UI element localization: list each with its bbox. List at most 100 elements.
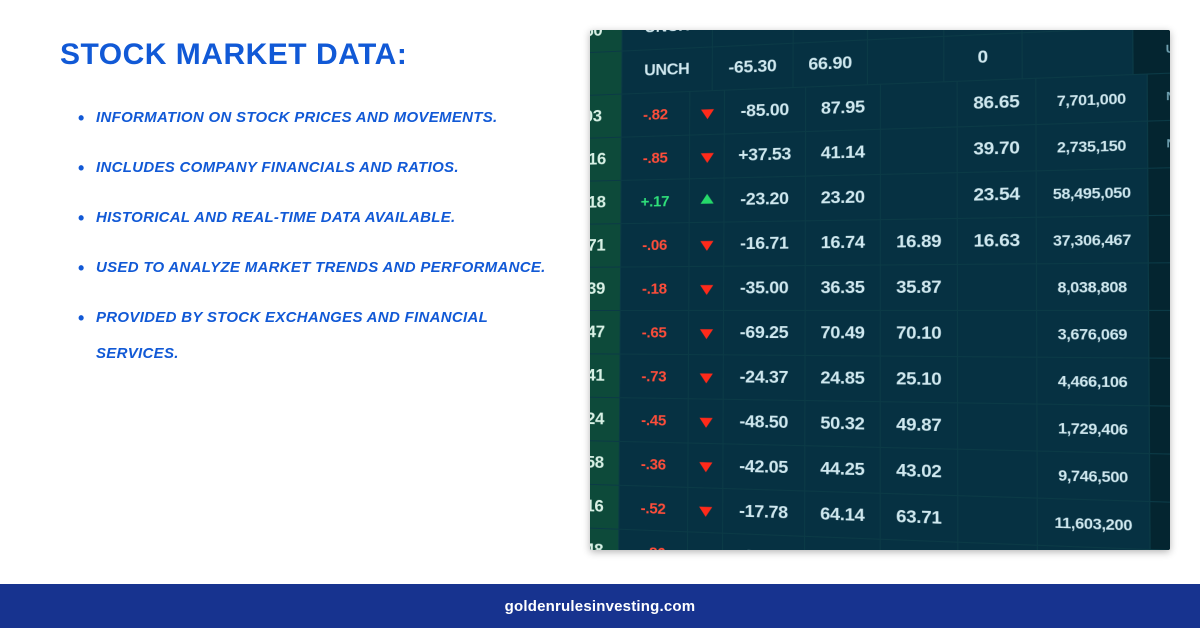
extra: NYSE bbox=[1150, 454, 1170, 505]
price: 49.24 bbox=[590, 397, 620, 441]
v1: 66.90 bbox=[794, 40, 868, 87]
price bbox=[590, 52, 622, 97]
v1: 36.35 bbox=[806, 266, 881, 310]
v1: 41.14 bbox=[806, 130, 881, 176]
bid: -65.30 bbox=[713, 44, 794, 90]
bid: -35.00 bbox=[724, 266, 806, 310]
v3 bbox=[958, 496, 1038, 545]
arrow-down-icon bbox=[690, 91, 725, 135]
vol: 4,466,106 bbox=[1037, 358, 1149, 405]
v1: 23.20 bbox=[806, 175, 881, 220]
arrow-down-icon bbox=[689, 223, 724, 266]
v3: 16.63 bbox=[958, 218, 1037, 264]
bullet-item: HISTORICAL AND REAL-TIME DATA AVAILABLE. bbox=[78, 200, 570, 236]
change: -.52 bbox=[619, 486, 688, 532]
v2 bbox=[881, 127, 958, 173]
bullet-item: INFORMATION ON STOCK PRICES AND MOVEMENT… bbox=[78, 100, 570, 136]
extra bbox=[1149, 214, 1170, 262]
bid: -85.00 bbox=[725, 88, 806, 134]
v1: 24.85 bbox=[805, 356, 880, 401]
v2 bbox=[868, 37, 944, 84]
bid: -23.20 bbox=[724, 177, 806, 222]
arrow-down-icon bbox=[689, 311, 724, 354]
vol: 3,676,069 bbox=[1037, 311, 1149, 358]
bid: -83.07 bbox=[723, 534, 805, 550]
bid: +37.53 bbox=[725, 132, 806, 177]
footer-text: goldenrulesinvesting.com bbox=[505, 598, 696, 615]
price: 6.50 bbox=[590, 30, 623, 54]
extra bbox=[1149, 262, 1170, 309]
footer-bar: goldenrulesinvesting.com bbox=[0, 584, 1200, 628]
bullet-item: PROVIDED BY STOCK EXCHANGES AND FINANCIA… bbox=[78, 300, 570, 372]
extra: Underlined bbox=[1133, 30, 1170, 74]
vol bbox=[1023, 30, 1134, 78]
v1: 64.14 bbox=[805, 492, 881, 539]
v2 bbox=[881, 173, 958, 219]
bid: -16.71 bbox=[724, 221, 806, 265]
text-panel: STOCK MARKET DATA: INFORMATION ON STOCK … bbox=[0, 30, 590, 580]
price: 69.47 bbox=[590, 311, 621, 354]
vol: 8,038,808 bbox=[1037, 263, 1149, 309]
v3: 0 bbox=[944, 33, 1022, 81]
v3: 86.65 bbox=[958, 79, 1037, 127]
vol: 1,729,406 bbox=[1037, 405, 1150, 453]
v1: 84.00 bbox=[805, 537, 881, 550]
ticker-row: 35.39-.18 -35.0036.3535.87 8,038,808 bbox=[590, 262, 1170, 311]
v2 bbox=[881, 82, 958, 129]
price: 83.48 bbox=[590, 527, 619, 550]
bid: -69.25 bbox=[724, 311, 806, 355]
v1: 50.32 bbox=[805, 401, 880, 447]
ticker-row: 69.47-.65-69.2570.4970.103,676,069 bbox=[590, 311, 1170, 360]
change: -.73 bbox=[620, 355, 689, 399]
extra bbox=[1150, 502, 1170, 550]
v2: 43.02 bbox=[881, 448, 958, 495]
change: -.18 bbox=[621, 267, 690, 310]
arrow-down-icon bbox=[690, 135, 725, 179]
arrow-down-icon bbox=[689, 267, 724, 310]
v3 bbox=[958, 450, 1038, 498]
price: 35.39 bbox=[590, 268, 621, 310]
price: 39.16 bbox=[590, 138, 622, 182]
v3 bbox=[958, 311, 1037, 357]
vol: 2,735,150 bbox=[1037, 122, 1149, 171]
bullet-item: INCLUDES COMPANY FINANCIALS AND RATIOS. bbox=[78, 150, 570, 186]
bid: -17.78 bbox=[723, 489, 805, 536]
ticker-board: 6.50UNCH-47.2047.2813,773,000UNCH-65.306… bbox=[590, 30, 1170, 550]
bullet-item: USED TO ANALYZE MARKET TRENDS AND PERFOR… bbox=[78, 250, 570, 286]
extra: NYSE bbox=[1149, 359, 1170, 408]
v1: 16.74 bbox=[806, 220, 881, 265]
v2: 35.87 bbox=[881, 265, 958, 310]
price: 16.71 bbox=[590, 224, 621, 267]
vol: 7,701,000 bbox=[1036, 75, 1148, 124]
main-content: STOCK MARKET DATA: INFORMATION ON STOCK … bbox=[0, 0, 1200, 580]
vol: 58,495,050 bbox=[1037, 169, 1149, 217]
vol: 11,603,200 bbox=[1038, 499, 1151, 549]
change: -.65 bbox=[620, 311, 689, 354]
change: -.82 bbox=[622, 92, 690, 137]
extra bbox=[1149, 311, 1170, 359]
change: -.06 bbox=[621, 223, 690, 266]
v3: 39.70 bbox=[958, 125, 1037, 172]
arrow-down-icon bbox=[688, 444, 723, 488]
bid: -42.05 bbox=[723, 444, 805, 490]
change: -.86 bbox=[619, 530, 688, 550]
extra: NYSE New York bbox=[1148, 118, 1170, 168]
arrow-down-icon bbox=[689, 355, 724, 399]
page-title: STOCK MARKET DATA: bbox=[60, 38, 570, 72]
v2: 63.71 bbox=[881, 494, 959, 542]
arrow-down-icon bbox=[688, 532, 723, 550]
arrow-up-icon bbox=[690, 179, 725, 223]
change: -.45 bbox=[620, 398, 689, 442]
change: +.17 bbox=[621, 179, 690, 223]
vol: 9,746,500 bbox=[1038, 452, 1151, 501]
v3 bbox=[958, 403, 1038, 450]
extra: NYSE New York bbox=[1148, 70, 1170, 121]
v2: 16.89 bbox=[881, 219, 958, 264]
v3 bbox=[958, 264, 1037, 310]
extra bbox=[1148, 166, 1170, 215]
price: 7.03 bbox=[590, 95, 622, 139]
v1: 70.49 bbox=[806, 311, 881, 355]
v1: 44.25 bbox=[805, 446, 881, 493]
bid: -48.50 bbox=[724, 400, 806, 445]
price: 42.58 bbox=[590, 440, 620, 484]
